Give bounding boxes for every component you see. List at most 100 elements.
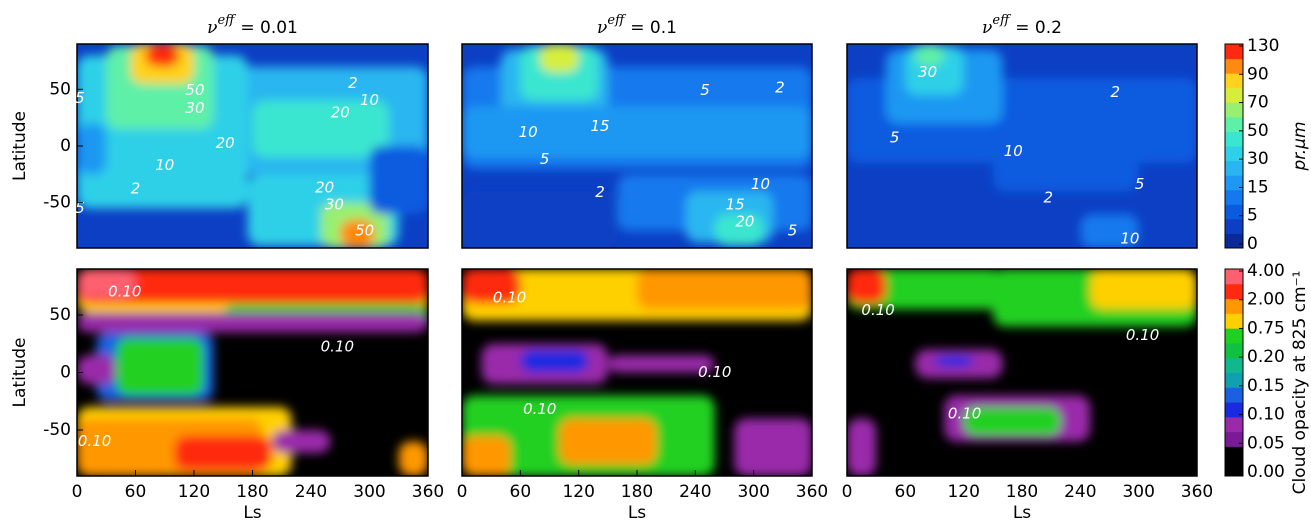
contour-label: 15 [591,117,610,135]
x-tick-label: 240 [295,482,327,502]
colorbar-tick-label: 0.10 [1247,405,1285,425]
contour-label: 2 [131,180,141,198]
contour-label: 0.10 [321,338,354,356]
field-region [714,214,764,246]
y-axis-label: Latitude [10,338,30,408]
contour-label: 2 [1111,83,1121,101]
field-blobs [847,269,1197,476]
colorbar-band [1225,131,1243,147]
contour-label: 10 [1120,229,1139,247]
contour-label: 0.10 [861,301,894,319]
x-tick-label: 180 [1006,482,1038,502]
panel-title: νeff = 0.01 [207,13,298,39]
colorbar-tick-label: 130 [1247,36,1279,56]
colorbar-band [1225,283,1243,300]
x-tick-label: 240 [1064,482,1096,502]
contour-label: 10 [360,91,379,109]
x-tick-label: 300 [1122,482,1154,502]
colorbar-frame [1224,43,1244,249]
field-region [272,430,331,453]
x-tick-label: 180 [621,482,653,502]
field-region [847,269,1003,310]
title-superscript: eff [217,13,237,28]
x-axis-label: Ls [628,503,646,523]
title-text: = 0.1 [630,18,677,38]
x-tick-label: 360 [1181,482,1213,502]
colorbar-band [1225,146,1243,162]
x-axis-label: Ls [1013,503,1031,523]
x-tick-label: 60 [895,482,917,502]
contour-label: 10 [1004,142,1023,160]
field-region [992,146,1139,192]
y-tick-label: 50 [49,79,71,99]
colorbar-tick-label: 0.20 [1247,347,1285,367]
contour-label: 20 [735,212,754,230]
field-region [77,355,116,384]
contour-label: 0.10 [78,432,111,450]
contour-label: 0.10 [1126,326,1159,344]
colorbar-band [1225,175,1243,191]
x-tick-label: 0 [457,482,468,502]
panel-frame [846,43,1198,249]
field-region [520,349,589,373]
colorbar-tick-label: 0 [1247,234,1258,254]
field-region [340,219,375,248]
title-text: = 0.01 [240,18,298,38]
field-region [77,269,428,304]
contour-field [462,44,812,248]
contour-label: 30 [325,195,344,213]
field-region [637,269,812,310]
contour-field [77,44,428,248]
x-tick-label: 360 [412,482,444,502]
field-region [398,441,428,476]
colorbar-tick-label: 0.75 [1247,318,1285,338]
contour-label: 20 [331,104,350,122]
field-region [462,106,812,158]
x-tick-label: 0 [72,482,83,502]
contour-label: 10 [155,156,174,174]
contour-label: 10 [751,175,770,193]
colorbar-band [1225,58,1243,74]
colorbar-band [1225,189,1243,205]
field-region [174,435,272,471]
field-blobs [847,44,1197,248]
field-region [1090,269,1197,310]
title-superscript: eff [607,13,627,28]
contour-label: 5 [788,222,798,240]
field-region [369,146,428,214]
colorbar-band [1225,298,1243,314]
contour-field [847,44,1197,248]
colorbar-tick-label: 30 [1247,149,1269,169]
colorbar-band [1225,218,1243,234]
contour-label: 5 [75,199,85,217]
contour-label: 50 [355,222,374,240]
contour-label: 0.10 [493,288,526,306]
x-tick-label: 300 [353,482,385,502]
colorbar-band [1225,372,1243,388]
contour-label: 20 [216,134,235,152]
title-symbol: ν [597,18,607,38]
contour-label: 10 [519,123,538,141]
colorbar-tick-label: 70 [1247,93,1269,113]
colorbar-band [1225,204,1243,220]
contour-label: 30 [918,63,937,81]
colorbar-band [1225,328,1243,344]
field-region [1080,214,1139,248]
colorbar-band [1225,44,1243,60]
contour-label: 2 [1043,189,1053,207]
y-axis-label: Latitude [10,111,30,181]
colorbar-band [1225,87,1243,103]
contour-label: 0.10 [948,404,981,422]
title-text: = 0.2 [1015,18,1062,38]
field-region [734,418,812,476]
colorbar-band [1225,102,1243,118]
colorbar-band [1225,431,1243,447]
panel-frame [461,43,813,249]
x-tick-label: 120 [178,482,210,502]
panel-title: νeff = 0.1 [597,13,677,39]
y-tick-label: -50 [43,193,71,213]
field-region [252,100,389,158]
field-blobs [77,269,428,476]
contour-field [462,269,812,476]
